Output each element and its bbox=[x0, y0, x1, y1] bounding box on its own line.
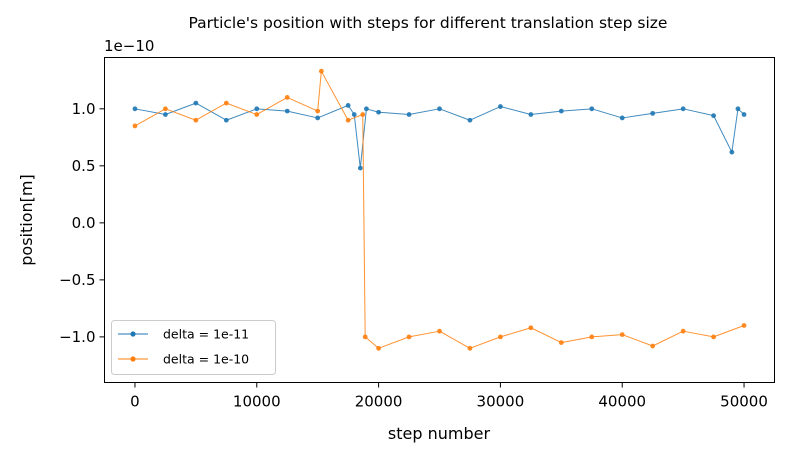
data-point bbox=[376, 345, 381, 351]
data-point bbox=[467, 117, 473, 123]
data-point bbox=[437, 106, 442, 112]
data-point bbox=[619, 115, 625, 121]
legend-label-delta-1e-10: delta = 1e-10 bbox=[163, 352, 249, 367]
data-point bbox=[589, 334, 595, 340]
data-point bbox=[735, 106, 741, 112]
y-offset-label: 1e−10 bbox=[104, 37, 154, 55]
y-tick-label: −0.5 bbox=[59, 271, 95, 289]
chart-title: Particle's position with steps for diffe… bbox=[189, 14, 668, 32]
data-point bbox=[360, 112, 366, 117]
data-point bbox=[498, 104, 503, 109]
data-point bbox=[318, 68, 324, 74]
data-point bbox=[223, 100, 229, 106]
legend-marker-delta-1e-11 bbox=[130, 331, 136, 337]
data-point bbox=[345, 117, 351, 123]
data-point bbox=[284, 95, 290, 100]
data-point bbox=[711, 334, 716, 340]
data-point bbox=[315, 108, 321, 114]
series-layer bbox=[132, 68, 747, 351]
data-point bbox=[351, 112, 357, 117]
data-point bbox=[364, 106, 369, 112]
data-point bbox=[650, 343, 656, 349]
x-tick-label: 20000 bbox=[355, 393, 403, 411]
data-point bbox=[528, 112, 534, 117]
data-point bbox=[357, 165, 363, 171]
data-point bbox=[650, 110, 656, 116]
x-tick-label: 0 bbox=[130, 393, 140, 411]
data-point bbox=[680, 328, 686, 334]
data-point bbox=[406, 112, 412, 117]
data-point bbox=[193, 100, 199, 106]
x-tick-label: 10000 bbox=[233, 393, 281, 411]
series-0 bbox=[132, 100, 747, 171]
data-point bbox=[528, 325, 534, 331]
data-point bbox=[284, 108, 290, 114]
data-point bbox=[376, 109, 381, 115]
series-line-1 bbox=[134, 70, 745, 349]
y-tick-label: 0.0 bbox=[72, 214, 96, 232]
data-point bbox=[254, 112, 260, 117]
data-point bbox=[741, 323, 747, 328]
y-axis-label: position[m] bbox=[17, 174, 36, 265]
series-line-0 bbox=[134, 102, 745, 169]
data-point bbox=[558, 108, 564, 114]
data-point bbox=[467, 345, 473, 351]
data-point bbox=[163, 106, 168, 112]
data-point bbox=[589, 106, 595, 112]
series-1 bbox=[132, 68, 747, 351]
data-point bbox=[619, 332, 625, 338]
x-axis-label: step number bbox=[388, 424, 491, 443]
x-tick-label: 30000 bbox=[477, 393, 525, 411]
data-point bbox=[680, 106, 686, 112]
data-point bbox=[315, 115, 321, 121]
data-point bbox=[163, 112, 168, 117]
x-tick-label: 50000 bbox=[720, 393, 768, 411]
legend-marker-delta-1e-10 bbox=[130, 356, 136, 362]
y-tick-label: 1.0 bbox=[72, 100, 96, 118]
data-point bbox=[132, 123, 138, 129]
data-point bbox=[132, 106, 138, 112]
data-point bbox=[729, 149, 735, 155]
data-point bbox=[711, 113, 716, 119]
data-point bbox=[254, 106, 260, 112]
legend-box bbox=[111, 320, 276, 375]
x-axis: 0 10000 20000 30000 40000 50000 bbox=[130, 382, 768, 411]
legend-label-delta-1e-11: delta = 1e-11 bbox=[163, 327, 249, 342]
y-tick-label: −1.0 bbox=[59, 328, 95, 346]
data-point bbox=[223, 117, 229, 123]
legend: delta = 1e-11 delta = 1e-10 bbox=[111, 320, 276, 375]
y-axis: −1.0 −0.5 0.0 0.5 1.0 bbox=[59, 100, 105, 346]
plot-frame bbox=[104, 57, 775, 383]
data-point bbox=[362, 334, 368, 340]
data-point bbox=[498, 334, 503, 340]
y-tick-label: 0.5 bbox=[72, 157, 96, 175]
data-point bbox=[345, 102, 351, 108]
data-point bbox=[558, 340, 564, 345]
data-point bbox=[193, 117, 199, 123]
data-point bbox=[741, 112, 747, 117]
data-point bbox=[437, 328, 442, 334]
data-point bbox=[406, 334, 412, 340]
x-tick-label: 40000 bbox=[598, 393, 646, 411]
